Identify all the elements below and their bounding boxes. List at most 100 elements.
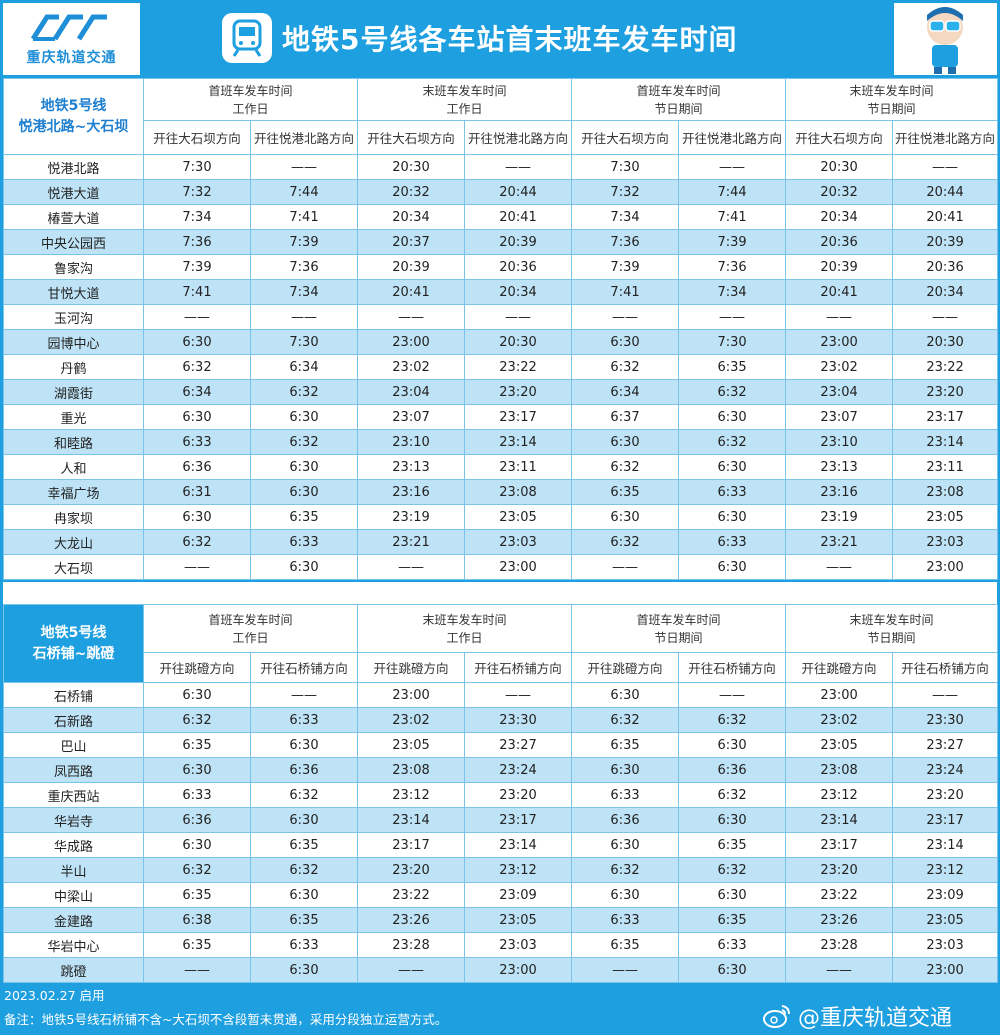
departure-time: —— bbox=[464, 154, 573, 180]
departure-time: 20:41 bbox=[464, 204, 573, 230]
departure-time: —— bbox=[143, 304, 251, 330]
departure-time: 23:20 bbox=[464, 379, 573, 405]
line-label: 地铁5号线 石桥铺~跳磴 bbox=[3, 604, 144, 683]
departure-time: 23:20 bbox=[892, 782, 999, 808]
departure-time: 23:14 bbox=[464, 429, 573, 455]
departure-time: 6:32 bbox=[249, 857, 359, 883]
departure-time: 23:19 bbox=[785, 504, 894, 530]
line-span: 悦港北路~大石坝 bbox=[18, 118, 129, 135]
departure-time: 20:41 bbox=[357, 279, 466, 305]
departure-time: 6:35 bbox=[143, 932, 251, 958]
table-row: 园博中心 6:30 7:30 23:00 20:30 6:30 7:30 23:00 20:30 bbox=[3, 329, 999, 355]
direction-header: 开往跳磴方向 bbox=[357, 652, 466, 683]
departure-time: —— bbox=[249, 682, 359, 708]
departure-time: 6:30 bbox=[249, 479, 359, 505]
weibo-account: @重庆轨道交通 bbox=[798, 1006, 953, 1031]
departure-time: 23:22 bbox=[464, 354, 573, 380]
column-group-type: 首班车发车时间 bbox=[636, 83, 721, 98]
departure-time: —— bbox=[357, 304, 466, 330]
schedule-table-1: 地铁5号线 悦港北路~大石坝 首班车发车时间 工作日 末班车发车时间 工作日 首班车发车… bbox=[3, 78, 999, 580]
departure-time: 7:32 bbox=[571, 179, 680, 205]
departure-time: 7:36 bbox=[571, 229, 680, 255]
station-name: 悦港大道 bbox=[3, 179, 144, 205]
departure-time: 6:30 bbox=[249, 732, 359, 758]
departure-time: 23:10 bbox=[785, 429, 894, 455]
column-group-header: 首班车发车时间 工作日 bbox=[142, 78, 359, 121]
column-group-header: 末班车发车时间 工作日 bbox=[357, 78, 573, 121]
table-row: 玉河沟 —— —— —— —— —— —— —— —— bbox=[3, 304, 999, 330]
departure-time: 23:26 bbox=[357, 907, 466, 933]
column-group-header: 末班车发车时间 节日期间 bbox=[785, 78, 999, 121]
station-name: 和睦路 bbox=[3, 429, 144, 455]
departure-time: 7:30 bbox=[249, 329, 359, 355]
departure-time: 7:34 bbox=[571, 204, 680, 230]
departure-time: 6:30 bbox=[678, 882, 787, 908]
station-name: 石桥铺 bbox=[3, 682, 144, 708]
departure-time: 20:36 bbox=[464, 254, 573, 280]
departure-time: 23:20 bbox=[464, 782, 573, 808]
departure-time: 23:10 bbox=[357, 429, 466, 455]
departure-time: —— bbox=[892, 304, 999, 330]
table-row: 和睦路 6:33 6:32 23:10 23:14 6:30 6:32 23:10 23:14 bbox=[3, 429, 999, 455]
departure-time: 6:35 bbox=[678, 907, 787, 933]
departure-time: 20:44 bbox=[892, 179, 999, 205]
station-name: 石新路 bbox=[3, 707, 144, 733]
departure-time: 6:36 bbox=[678, 757, 787, 783]
departure-time: 23:17 bbox=[464, 807, 573, 833]
departure-time: 23:04 bbox=[357, 379, 466, 405]
departure-time: 6:32 bbox=[678, 379, 787, 405]
departure-time: 6:30 bbox=[678, 504, 787, 530]
table-row: 华岩寺 6:36 6:30 23:14 23:17 6:36 6:30 23:14 23:17 bbox=[3, 807, 999, 833]
direction-header: 开往悦港北路方向 bbox=[464, 120, 573, 155]
departure-time: 6:34 bbox=[249, 354, 359, 380]
departure-time: —— bbox=[785, 554, 894, 580]
departure-time: 23:03 bbox=[892, 932, 999, 958]
station-name: 椿萱大道 bbox=[3, 204, 144, 230]
departure-time: 6:32 bbox=[143, 857, 251, 883]
departure-time: 7:41 bbox=[143, 279, 251, 305]
departure-time: 6:36 bbox=[143, 454, 251, 480]
departure-time: 23:00 bbox=[892, 554, 999, 580]
station-name: 人和 bbox=[3, 454, 144, 480]
crt-logo-icon bbox=[30, 14, 107, 41]
departure-time: 7:30 bbox=[571, 154, 680, 180]
station-name: 凤西路 bbox=[3, 757, 144, 783]
departure-time: 23:05 bbox=[785, 732, 894, 758]
departure-time: 20:32 bbox=[785, 179, 894, 205]
mascot-image bbox=[894, 3, 997, 75]
departure-time: 23:13 bbox=[357, 454, 466, 480]
departure-time: 23:00 bbox=[357, 682, 466, 708]
departure-time: 20:36 bbox=[892, 254, 999, 280]
departure-time: 23:07 bbox=[357, 404, 466, 430]
departure-time: —— bbox=[571, 554, 680, 580]
line-name: 地铁5号线 bbox=[40, 624, 107, 641]
column-group-type: 首班车发车时间 bbox=[636, 612, 721, 627]
departure-time: 23:12 bbox=[357, 782, 466, 808]
departure-time: 23:05 bbox=[892, 907, 999, 933]
column-group-header: 末班车发车时间 节日期间 bbox=[785, 604, 999, 653]
column-group-type: 末班车发车时间 bbox=[422, 612, 507, 627]
departure-time: 23:00 bbox=[892, 957, 999, 983]
departure-time: 23:00 bbox=[785, 682, 894, 708]
departure-time: 20:41 bbox=[785, 279, 894, 305]
departure-time: 6:30 bbox=[678, 404, 787, 430]
departure-time: 23:21 bbox=[357, 529, 466, 555]
departure-time: 20:34 bbox=[892, 279, 999, 305]
departure-time: 6:33 bbox=[143, 782, 251, 808]
direction-header: 开往大石坝方向 bbox=[571, 120, 680, 155]
departure-time: 20:37 bbox=[357, 229, 466, 255]
departure-time: 6:32 bbox=[249, 782, 359, 808]
departure-time: 23:14 bbox=[464, 832, 573, 858]
departure-time: 23:05 bbox=[357, 732, 466, 758]
direction-header: 开往大石坝方向 bbox=[785, 120, 894, 155]
departure-time: 6:32 bbox=[678, 429, 787, 455]
departure-time: 7:41 bbox=[571, 279, 680, 305]
logo-text: 重庆轨道交通 bbox=[26, 50, 117, 66]
departure-time: —— bbox=[357, 957, 466, 983]
departure-time: —— bbox=[249, 154, 359, 180]
table-row: 凤西路 6:30 6:36 23:08 23:24 6:30 6:36 23:08 23:24 bbox=[3, 757, 999, 783]
departure-time: 23:13 bbox=[785, 454, 894, 480]
departure-time: 6:35 bbox=[249, 907, 359, 933]
departure-time: 6:30 bbox=[249, 404, 359, 430]
departure-time: 23:00 bbox=[464, 957, 573, 983]
